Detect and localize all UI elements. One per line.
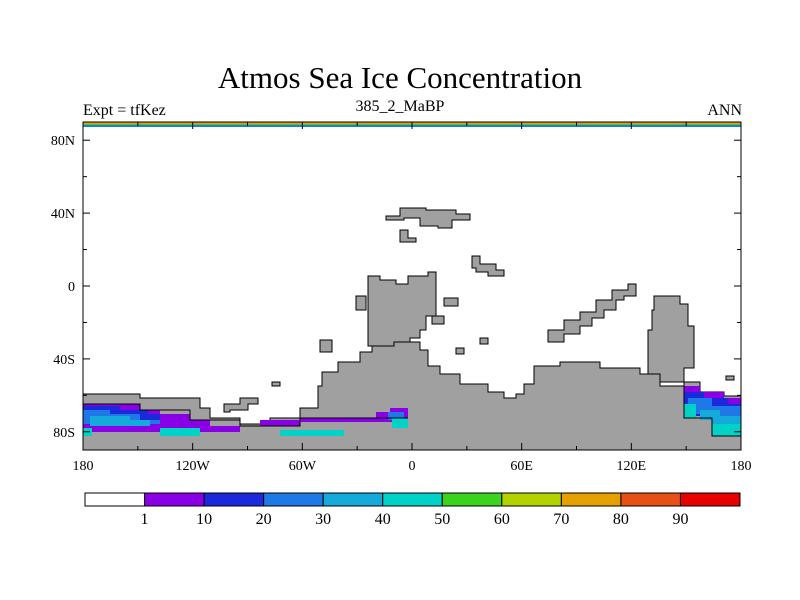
ice-wpac-teal (684, 404, 741, 436)
land-south-america (319, 339, 333, 353)
colorbar-label: 70 (553, 511, 569, 528)
sea-ice-southern (83, 386, 741, 436)
x-tick-label: 0 (409, 459, 416, 474)
land-small-b (455, 347, 465, 355)
colorbar-label: 80 (613, 511, 629, 528)
ice-amundsen-teal (280, 430, 344, 436)
ice-180-sector-teal (83, 428, 200, 436)
colorbar-swatch (322, 492, 384, 507)
ice-outlines (83, 386, 741, 437)
chart-title: Atmos Sea Ice Concentration (217, 60, 583, 95)
land-middle-east (471, 255, 505, 277)
colorbar-label: 50 (434, 511, 450, 528)
period-label: 385_2_MaBP (355, 98, 445, 115)
y-tick-label: 0 (68, 280, 75, 295)
colorbar-swatch (263, 492, 324, 507)
land-island-a (399, 229, 417, 243)
colorbar-label: 90 (672, 511, 688, 528)
land-small-e (271, 381, 281, 387)
x-tick-label: 60E (510, 459, 533, 474)
y-tick-label: 80N (51, 134, 75, 149)
axis-tick-labels: 180 120W 60W 0 60E 120E 180 80N 40N 0 40S 80S (51, 134, 752, 474)
y-tick-label: 40S (53, 353, 75, 368)
ice-weddell-teal (392, 418, 408, 428)
y-tick-label: 40N (51, 207, 75, 222)
land-masses (82, 207, 742, 451)
colorbar-swatch (144, 492, 205, 507)
land-small-f (223, 397, 259, 413)
y-tick-label: 80S (53, 426, 75, 441)
colorbar-label: 60 (494, 511, 510, 528)
colorbar-label: 10 (196, 511, 212, 528)
land-pacific-east (647, 295, 695, 383)
land-sri (431, 315, 445, 325)
land-europe (385, 207, 471, 229)
land-small-d (725, 375, 735, 381)
colorbar-label: 40 (375, 511, 391, 528)
colorbar-swatch (620, 492, 681, 507)
x-tick-label: 60W (289, 459, 317, 474)
axis-ticks (82, 122, 742, 450)
colorbar-swatch (203, 492, 265, 507)
colorbar-swatch (560, 492, 622, 507)
colorbar-swatch (441, 492, 503, 507)
x-tick-label: 120W (176, 459, 211, 474)
ice-wpac-cyan (700, 410, 741, 426)
land-small-c (479, 337, 489, 345)
land-africa (367, 271, 437, 347)
ice-amundsen-purple (260, 418, 360, 426)
x-tick-label: 180 (73, 459, 94, 474)
land-arabia (355, 295, 367, 311)
x-tick-label: 120E (617, 459, 647, 474)
x-tick-label: 180 (731, 459, 752, 474)
ice-180-sector-cyan (90, 416, 150, 426)
colorbar-label: 20 (256, 511, 272, 528)
colorbar-swatch (679, 492, 741, 507)
land-australia (547, 283, 637, 343)
colorbar-swatch (382, 492, 443, 507)
colorbar-label: 1 (141, 511, 149, 528)
colorbar-label: 30 (315, 511, 331, 528)
season-label: ANN (707, 102, 742, 119)
experiment-label: Expt = tfKez (83, 102, 166, 119)
colorbar: 1 10 20 30 40 50 60 70 80 90 (84, 492, 741, 528)
colorbar-swatch (501, 492, 562, 507)
colorbar-swatch (84, 492, 146, 507)
land-india (443, 297, 459, 307)
